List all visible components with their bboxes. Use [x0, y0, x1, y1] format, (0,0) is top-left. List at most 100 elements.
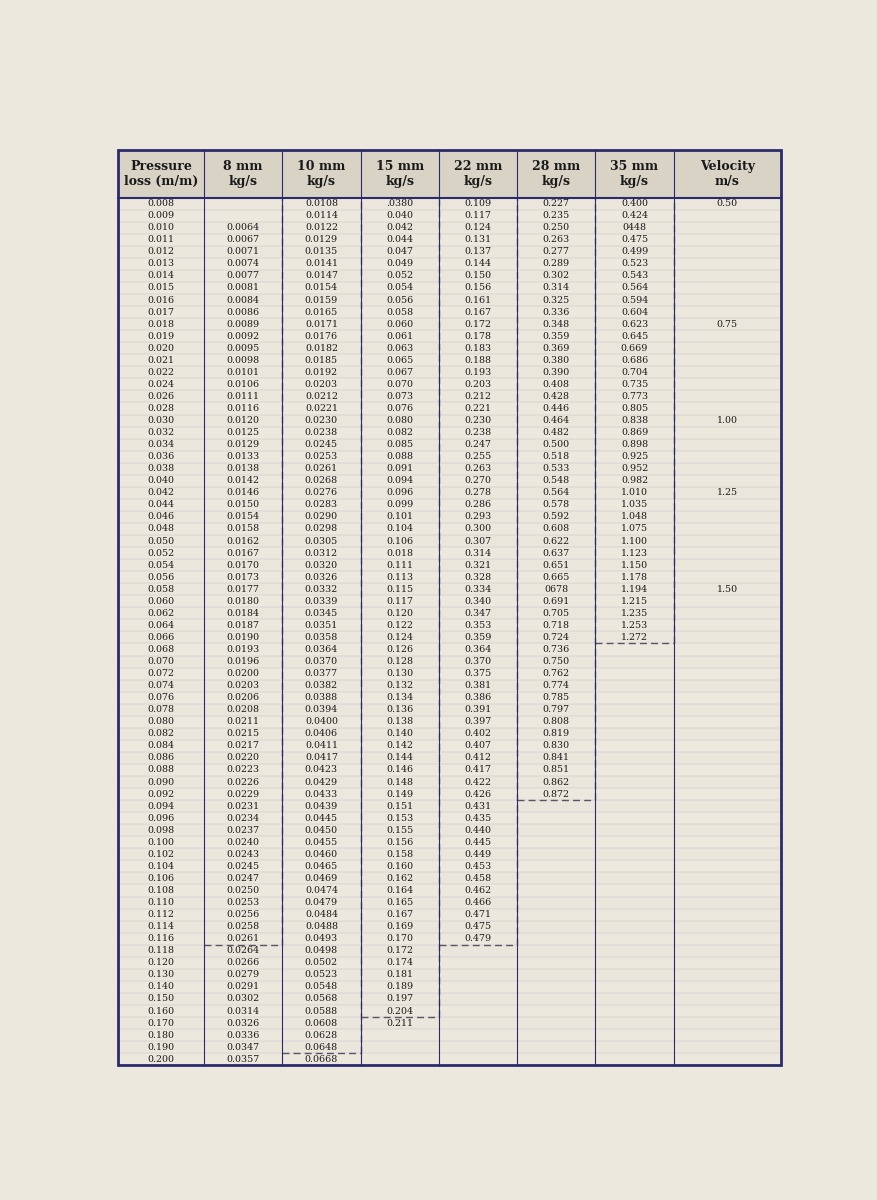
Text: 0.193: 0.193 [464, 368, 492, 377]
Text: 0.302: 0.302 [543, 271, 570, 281]
Text: 0.364: 0.364 [464, 644, 492, 654]
Bar [118, 294, 781, 306]
Text: 0.0283: 0.0283 [305, 500, 338, 509]
Text: 0.736: 0.736 [543, 644, 570, 654]
Text: 0.0135: 0.0135 [305, 247, 338, 257]
Text: 0.137: 0.137 [465, 247, 491, 257]
Text: 0.052: 0.052 [386, 271, 413, 281]
Text: 0.165: 0.165 [386, 898, 413, 907]
Text: 0.0429: 0.0429 [305, 778, 338, 786]
Text: 0.038: 0.038 [147, 464, 175, 473]
Text: 0.0154: 0.0154 [305, 283, 338, 293]
Text: 1.178: 1.178 [621, 572, 648, 582]
Text: 0.0187: 0.0187 [226, 620, 260, 630]
Text: 0.062: 0.062 [147, 608, 175, 618]
Text: 0.0377: 0.0377 [305, 670, 338, 678]
Text: 0.012: 0.012 [147, 247, 175, 257]
Text: Pressure
loss (m/m): Pressure loss (m/m) [124, 160, 198, 187]
Text: 0.0173: 0.0173 [226, 572, 260, 582]
Bar [118, 1042, 781, 1054]
Text: 0.172: 0.172 [465, 319, 491, 329]
Text: 0.040: 0.040 [147, 476, 175, 485]
Text: 0.0245: 0.0245 [305, 440, 338, 449]
Text: 0.0122: 0.0122 [305, 223, 338, 233]
Text: 0.0147: 0.0147 [305, 271, 338, 281]
Text: 0.533: 0.533 [543, 464, 570, 473]
Text: 0.359: 0.359 [464, 632, 492, 642]
Text: 0.499: 0.499 [621, 247, 648, 257]
Text: 0.204: 0.204 [386, 1007, 413, 1015]
Text: 0.523: 0.523 [621, 259, 648, 269]
Text: 0.104: 0.104 [147, 862, 175, 871]
Text: 0.189: 0.189 [386, 983, 413, 991]
Text: 35 mm
kg/s: 35 mm kg/s [610, 160, 659, 187]
Text: 0.0423: 0.0423 [305, 766, 338, 774]
Text: 0.0450: 0.0450 [305, 826, 338, 835]
Text: 0.691: 0.691 [543, 596, 570, 606]
Text: 0.838: 0.838 [621, 416, 648, 425]
Text: 0.046: 0.046 [147, 512, 175, 522]
Text: 0.422: 0.422 [465, 778, 491, 786]
Text: 0.0320: 0.0320 [305, 560, 338, 570]
Text: 0.0358: 0.0358 [305, 632, 338, 642]
Bar [118, 896, 781, 908]
Text: 0.479: 0.479 [465, 934, 491, 943]
Text: 0.417: 0.417 [465, 766, 491, 774]
Text: 0.0240: 0.0240 [226, 838, 260, 847]
Text: 0.174: 0.174 [386, 959, 413, 967]
Bar [118, 824, 781, 836]
Text: 0.124: 0.124 [386, 632, 413, 642]
Text: 0.0370: 0.0370 [305, 658, 338, 666]
Text: 0.020: 0.020 [147, 343, 175, 353]
Text: 0.014: 0.014 [147, 271, 175, 281]
Text: 0.221: 0.221 [465, 404, 491, 413]
Text: 0.011: 0.011 [147, 235, 175, 245]
Text: 0.0116: 0.0116 [226, 404, 260, 413]
Text: 0.445: 0.445 [465, 838, 491, 847]
Text: 0.0608: 0.0608 [305, 1019, 338, 1027]
Text: 0.018: 0.018 [147, 319, 175, 329]
Text: 0.263: 0.263 [464, 464, 492, 473]
Text: 0.066: 0.066 [147, 632, 175, 642]
Text: 0.120: 0.120 [386, 608, 413, 618]
Text: 0.0106: 0.0106 [226, 380, 260, 389]
Bar [118, 800, 781, 812]
Bar [118, 463, 781, 475]
Text: 0.592: 0.592 [543, 512, 570, 522]
Text: 0.0196: 0.0196 [226, 658, 260, 666]
Text: 0.116: 0.116 [147, 934, 175, 943]
Text: 1.035: 1.035 [621, 500, 648, 509]
Text: 0.0081: 0.0081 [226, 283, 260, 293]
Text: 0.044: 0.044 [386, 235, 413, 245]
Text: 0.369: 0.369 [543, 343, 570, 353]
Text: 1.150: 1.150 [621, 560, 648, 570]
Text: 0.0439: 0.0439 [305, 802, 338, 811]
Text: 0.0568: 0.0568 [305, 995, 338, 1003]
Text: 0.0351: 0.0351 [305, 620, 338, 630]
Bar [118, 655, 781, 667]
Text: 0.381: 0.381 [465, 682, 491, 690]
Text: 0.015: 0.015 [147, 283, 175, 293]
Text: 0.869: 0.869 [621, 428, 648, 437]
Text: 0.0237: 0.0237 [226, 826, 260, 835]
Text: 0.255: 0.255 [464, 452, 492, 461]
Text: 22 mm
kg/s: 22 mm kg/s [453, 160, 503, 187]
Text: 0.898: 0.898 [621, 440, 648, 449]
Text: 0.227: 0.227 [543, 199, 570, 208]
Text: 1.50: 1.50 [717, 584, 738, 594]
Text: 0.235: 0.235 [543, 211, 570, 220]
Text: 0.042: 0.042 [386, 223, 413, 233]
Text: 0.0086: 0.0086 [226, 307, 260, 317]
Text: 0.048: 0.048 [147, 524, 175, 534]
Text: 0.140: 0.140 [386, 730, 413, 738]
Text: 0.212: 0.212 [465, 392, 491, 401]
Text: 0.277: 0.277 [543, 247, 570, 257]
Text: 0.464: 0.464 [543, 416, 570, 425]
Text: 0.830: 0.830 [543, 742, 570, 750]
Text: 0.665: 0.665 [543, 572, 570, 582]
Text: 0.0253: 0.0253 [305, 452, 338, 461]
Text: 0.328: 0.328 [465, 572, 491, 582]
Text: 0.114: 0.114 [147, 922, 175, 931]
Text: 0.101: 0.101 [386, 512, 413, 522]
Text: 0.156: 0.156 [464, 283, 492, 293]
